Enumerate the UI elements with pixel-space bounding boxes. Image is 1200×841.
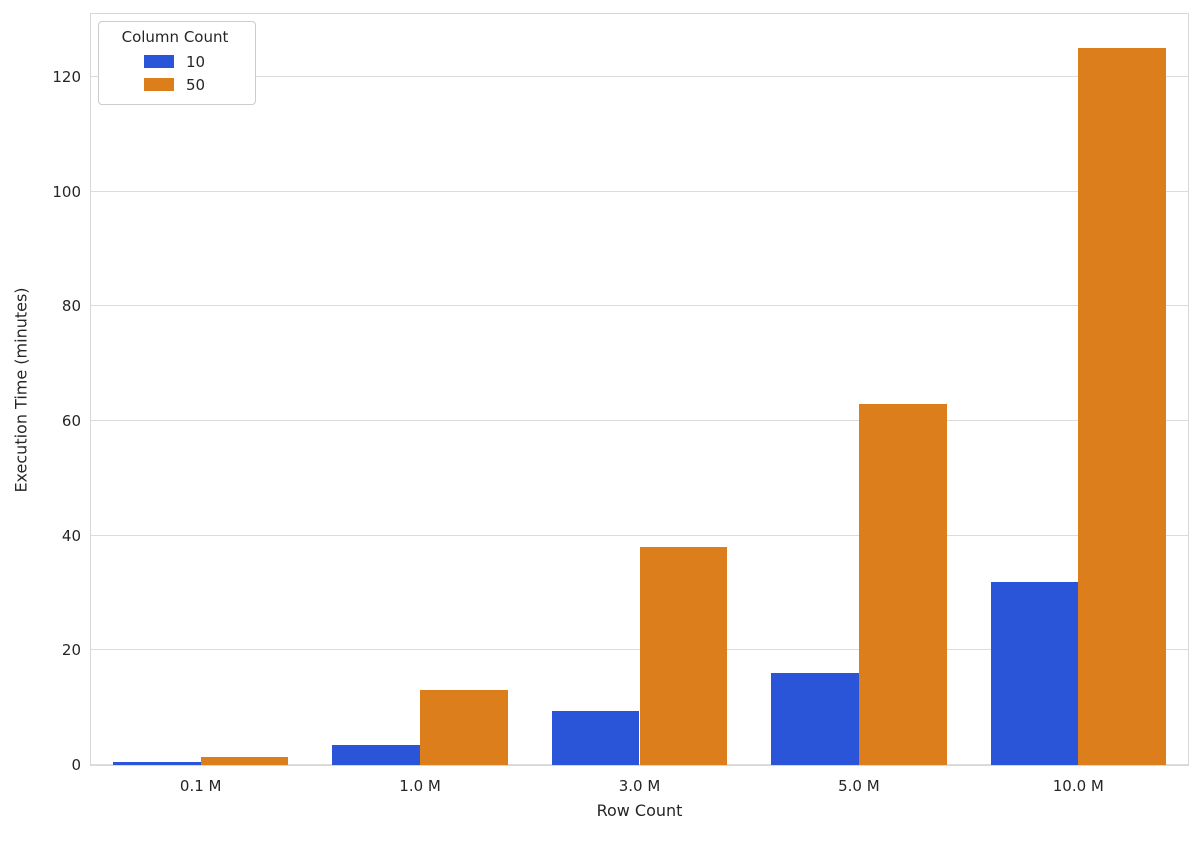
legend-title: Column Count: [121, 28, 229, 46]
legend: Column Count 10 50: [98, 21, 256, 105]
y-tick-label-120: 120: [52, 68, 81, 87]
bar-1.0M-cols10: [332, 744, 421, 765]
y-tick-label-100: 100: [52, 182, 81, 201]
y-tick-label-60: 60: [61, 412, 81, 431]
bar-10.0M-cols10: [990, 581, 1079, 765]
y-axis-title: Execution Time (minutes): [11, 287, 31, 493]
bar-0.1M-cols10: [112, 761, 201, 765]
x-tick-label-5.0M: 5.0 M: [838, 777, 880, 795]
legend-label: 10: [186, 52, 206, 71]
legend-items: 10 50: [111, 50, 239, 96]
y-tick-label-20: 20: [61, 641, 81, 660]
bar-3.0M-cols50: [639, 547, 728, 765]
bar-5.0M-cols50: [858, 403, 947, 765]
y-tick-label-80: 80: [61, 297, 81, 316]
y-tick-label-40: 40: [61, 526, 81, 545]
legend-swatch-icon: [144, 55, 174, 68]
x-tick-label-10.0M: 10.0 M: [1052, 777, 1104, 795]
x-axis-title: Row Count: [596, 801, 683, 820]
gridline-y-120: [91, 76, 1188, 78]
y-tick-label-0: 0: [71, 756, 81, 774]
bar-1.0M-cols50: [420, 690, 508, 765]
gridline-y-80: [91, 305, 1188, 307]
gridline-y-60: [91, 420, 1188, 422]
plot-area: 0 20 40 60 80 100 120 0.1 M 1.0 M 3.0 M 5.0 M 10.0…: [52, 13, 1189, 795]
legend-label: 50: [186, 75, 206, 94]
x-tick-label-3.0M: 3.0 M: [618, 777, 661, 795]
x-tick-label-1.0M: 1.0 M: [399, 777, 441, 795]
bar-5.0M-cols10: [771, 673, 859, 765]
bar-10.0M-cols50: [1078, 48, 1167, 765]
gridline-y-100: [91, 190, 1188, 192]
legend-item-50: 50: [111, 73, 239, 96]
gridline-y-40: [91, 534, 1188, 536]
legend-item-10: 10: [111, 50, 239, 73]
x-tick-label-0.1M: 0.1 M: [179, 777, 222, 795]
bar-3.0M-cols10: [551, 710, 640, 765]
legend-swatch-icon: [144, 78, 174, 91]
bar-0.1M-cols50: [200, 756, 289, 765]
